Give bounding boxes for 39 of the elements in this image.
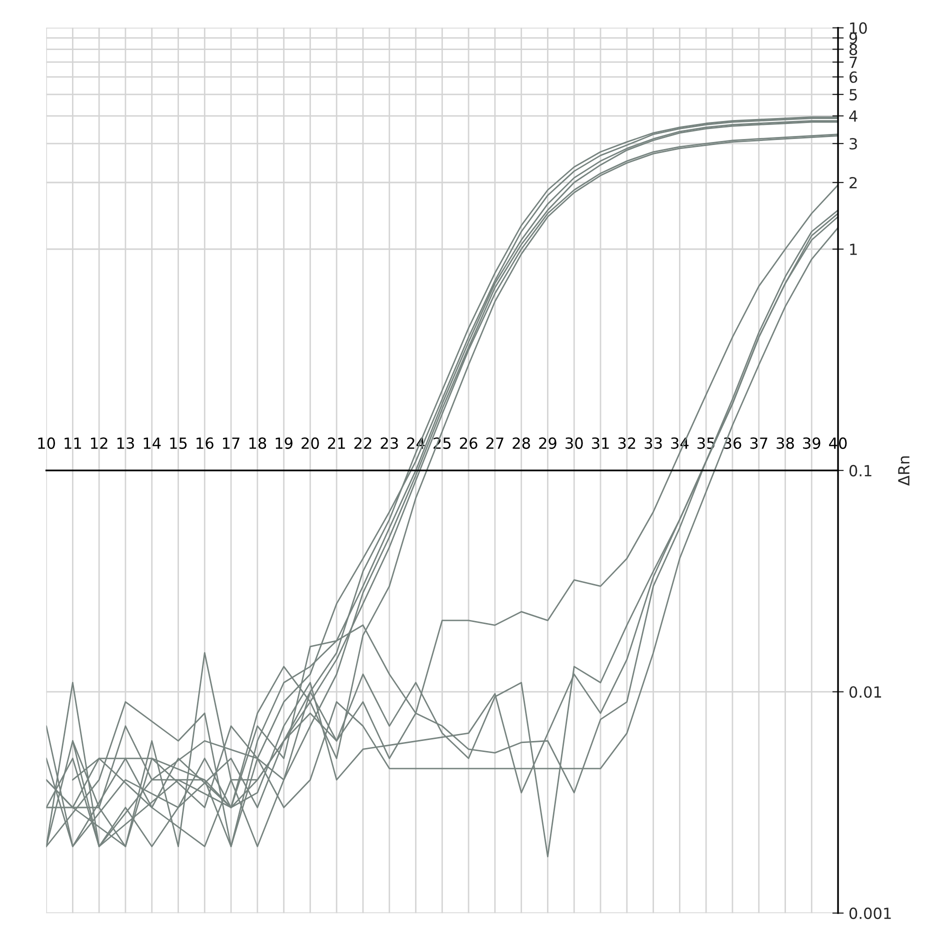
y-tick-label: 8 (849, 44, 858, 56)
y-tick-label: 10 (850, 22, 867, 34)
x-tick-label: 29 (539, 437, 556, 449)
x-tick-label: 26 (460, 437, 478, 449)
x-tick-label: 31 (592, 437, 609, 449)
x-tick-label: 23 (380, 437, 398, 449)
x-tick-label: 36 (724, 437, 742, 449)
x-tick-label: 12 (91, 437, 108, 449)
y-tick-label: 0.1 (849, 464, 872, 476)
x-tick-label: 16 (196, 437, 214, 449)
x-tick-label: 30 (566, 437, 583, 449)
y-tick-label: 2 (850, 176, 857, 188)
x-tick-label: 38 (776, 437, 794, 449)
x-tick-label: 18 (249, 437, 266, 449)
y-axis-title: ΔRn (898, 456, 910, 486)
x-tick-label: 14 (144, 438, 161, 449)
x-tick-label: 21 (328, 437, 345, 449)
x-tick-label: 39 (803, 437, 820, 449)
x-tick-label: 15 (170, 438, 187, 449)
x-tick-label: 22 (354, 437, 372, 449)
x-tick-label: 27 (486, 437, 504, 449)
x-tick-label: 13 (117, 437, 134, 449)
x-tick-label: 17 (222, 438, 240, 449)
y-tick-label: 7 (850, 56, 857, 68)
x-tick-label: 19 (276, 437, 292, 449)
x-tick-label: 20 (302, 437, 319, 449)
x-tick-label: 33 (644, 437, 662, 449)
y-tick-label: 1 (850, 244, 857, 255)
y-tick-label: 0.001 (849, 908, 891, 920)
y-tick-label: 5 (850, 89, 857, 100)
y-tick-label: 3 (850, 138, 857, 150)
y-tick-label: 4 (849, 110, 858, 122)
x-tick-label: 28 (512, 437, 530, 449)
x-tick-label: 37 (750, 437, 768, 449)
x-tick-label: 11 (64, 438, 81, 449)
x-tick-label: 32 (618, 437, 636, 449)
y-tick-label: 6 (850, 71, 858, 83)
x-tick-label: 10 (38, 437, 56, 449)
y-tick-label: 0.01 (849, 686, 882, 698)
